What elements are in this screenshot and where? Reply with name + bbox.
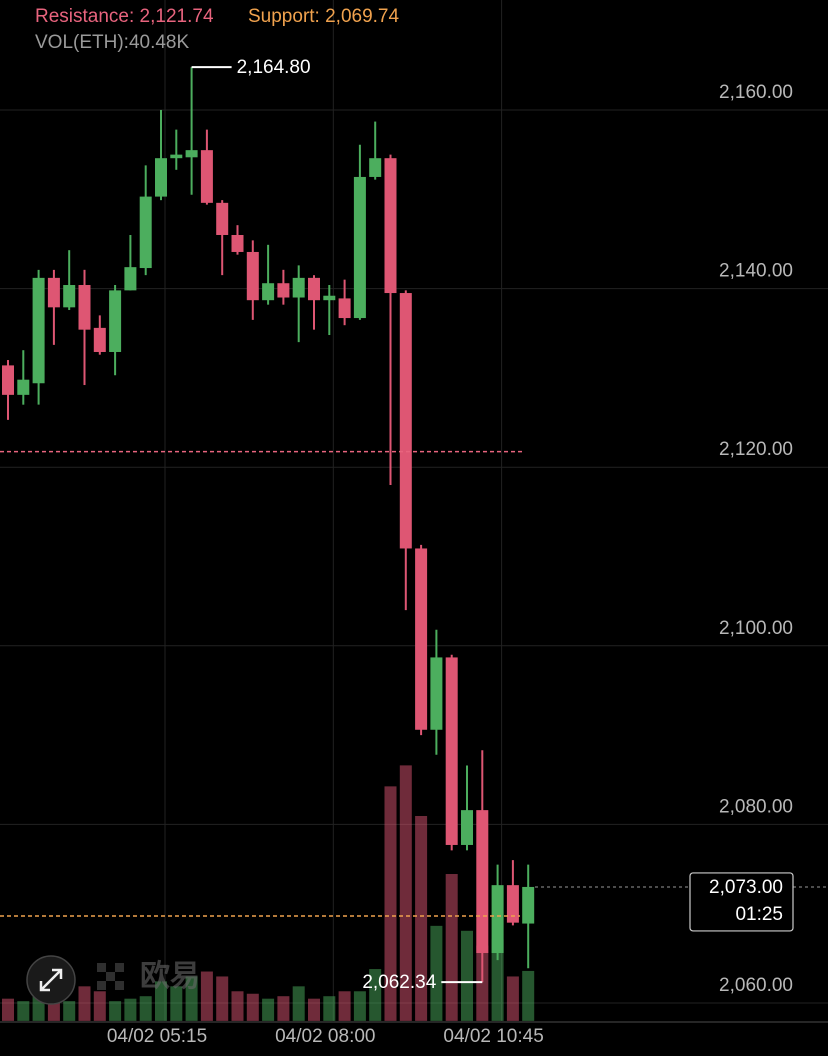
candle-body (17, 379, 30, 395)
candle-layer (2, 67, 535, 983)
candle-body (216, 202, 229, 235)
volume-bar (491, 939, 504, 1021)
candle-body (139, 196, 152, 269)
volume-bar (338, 991, 351, 1021)
volume-bar (200, 971, 213, 1021)
candle-body (522, 886, 535, 924)
candle-body (384, 158, 397, 294)
volume-bar (415, 815, 428, 1021)
volume-bar (323, 996, 336, 1021)
candle-body (124, 267, 137, 291)
candle-body (246, 251, 259, 301)
volume-bar (216, 976, 229, 1021)
y-tick-label: 2,160.00 (719, 82, 793, 103)
watermark: 欧易 (140, 960, 200, 993)
low-label: 2,062.34 (362, 972, 436, 993)
candle-body (262, 283, 275, 301)
volume-bar (430, 925, 443, 1021)
candle-body (399, 293, 412, 549)
high-label: 2,164.80 (237, 57, 311, 78)
volume-bar (155, 981, 167, 1021)
volume-label: VOL(ETH):40.48K (35, 32, 189, 53)
volume-bar (506, 976, 519, 1021)
volume-bar (445, 874, 458, 1021)
candle-body (185, 150, 198, 158)
volume-bar (63, 1001, 76, 1021)
overlay-layer: 2,164.80 2,062.34 2,073.00 01:25 (0, 57, 828, 993)
volume-bar (369, 969, 382, 1021)
volume-bar (124, 998, 137, 1021)
y-tick-label: 2,100.00 (719, 618, 793, 639)
candle-body (2, 365, 14, 395)
expand-button[interactable] (26, 955, 76, 1005)
candle-body (93, 327, 106, 352)
candle-body (47, 277, 60, 308)
volume-bar (139, 996, 152, 1021)
volume-bar (109, 1001, 122, 1021)
watermark-logo (97, 963, 124, 990)
x-tick-label: 04/02 08:00 (275, 1026, 375, 1047)
candle-body (461, 810, 473, 845)
volume-bar (17, 1001, 30, 1021)
candle-body (338, 298, 351, 319)
candle-body (445, 657, 458, 845)
volume-bar (353, 991, 366, 1021)
candle-body (323, 295, 336, 301)
volume-bar (78, 986, 91, 1021)
last-price-label: 2,073.00 (709, 877, 783, 898)
candle-body (155, 158, 167, 197)
candle-body (430, 657, 443, 730)
candle-body (170, 154, 183, 159)
y-tick-label: 2,080.00 (719, 796, 793, 817)
support-label: Support: 2,069.74 (248, 6, 399, 27)
candle-body (476, 810, 489, 954)
volume-bar (461, 930, 473, 1021)
x-tick-label: 04/02 05:15 (107, 1026, 207, 1047)
candle-body (491, 885, 504, 954)
y-tick-label: 2,060.00 (719, 975, 793, 996)
candle-body (353, 176, 366, 319)
volume-bar (246, 993, 259, 1021)
volume-bar (476, 945, 489, 1021)
volume-bar (262, 998, 275, 1021)
volume-bar (170, 986, 183, 1021)
x-tick-label: 04/02 10:45 (443, 1026, 543, 1047)
volume-bar (185, 976, 198, 1021)
last-price-tag (689, 872, 794, 932)
volume-bar (384, 786, 397, 1021)
candle-body (109, 290, 122, 352)
resistance-label: Resistance: 2,121.74 (35, 6, 214, 27)
countdown-label: 01:25 (735, 904, 783, 925)
candle-body (292, 277, 305, 298)
candle-body (415, 548, 428, 730)
volume-bar (93, 991, 106, 1021)
candle-body (369, 158, 382, 177)
volume-bar (308, 998, 320, 1021)
volume-bar (277, 996, 290, 1021)
y-tick-label: 2,140.00 (719, 261, 793, 282)
candle-body (506, 885, 519, 923)
candle-body (277, 283, 290, 298)
candle-body (63, 285, 76, 308)
y-tick-label: 2,120.00 (719, 439, 793, 460)
volume-bar (522, 970, 535, 1021)
candle-body (308, 277, 320, 301)
volume-layer (2, 765, 535, 1021)
volume-bar (292, 986, 305, 1021)
candle-body (200, 150, 213, 203)
volume-bar (231, 991, 244, 1021)
candle-body (32, 277, 45, 384)
volume-bar (399, 765, 412, 1021)
candle-body (78, 285, 91, 330)
candle-body (231, 234, 244, 252)
volume-bar (2, 998, 14, 1021)
